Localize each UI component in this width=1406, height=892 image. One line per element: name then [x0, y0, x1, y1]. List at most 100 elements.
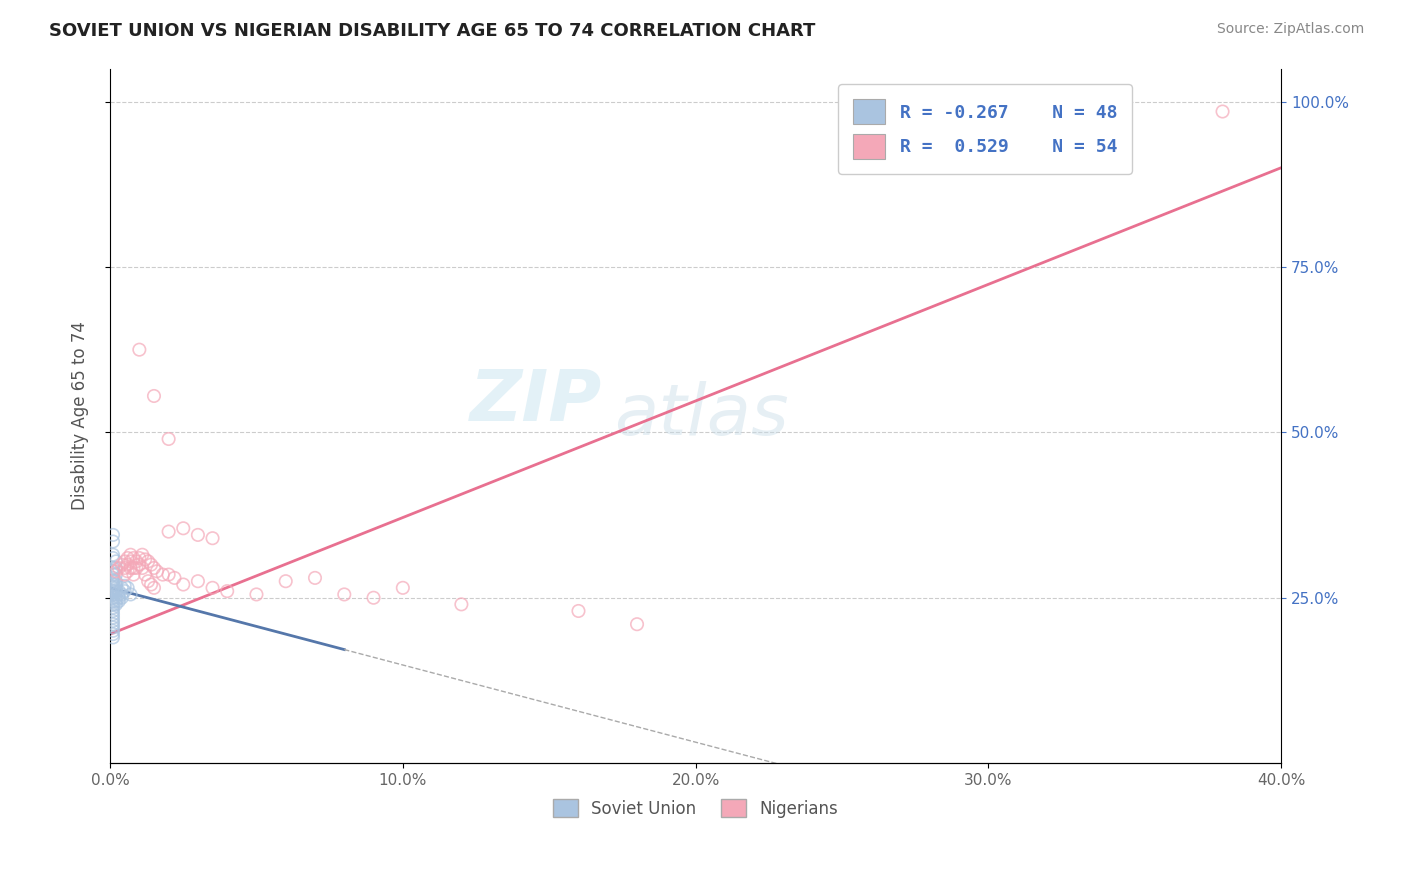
Point: [163, 571, 186, 585]
Point: [101, 548, 124, 562]
Point: [172, 577, 194, 591]
Point: [157, 567, 180, 582]
Point: [172, 521, 194, 535]
Point: [567, 604, 589, 618]
Point: [101, 620, 124, 634]
Point: [101, 581, 124, 595]
Point: [104, 584, 127, 599]
Point: [131, 548, 153, 562]
Point: [108, 591, 131, 605]
Point: [120, 548, 142, 562]
Point: [114, 567, 136, 582]
Point: [245, 587, 267, 601]
Point: [120, 554, 142, 568]
Point: [363, 591, 385, 605]
Point: [111, 591, 134, 605]
Point: [101, 594, 124, 608]
Point: [108, 584, 131, 599]
Point: [117, 551, 139, 566]
Point: [143, 581, 166, 595]
Point: [128, 343, 150, 357]
Y-axis label: Disability Age 65 to 74: Disability Age 65 to 74: [72, 321, 89, 510]
Point: [139, 577, 162, 591]
Point: [101, 561, 124, 575]
Point: [101, 614, 124, 628]
Point: [101, 607, 124, 622]
Point: [101, 627, 124, 641]
Point: [139, 558, 162, 572]
Point: [104, 581, 127, 595]
Point: [450, 598, 472, 612]
Point: [134, 567, 156, 582]
Point: [114, 561, 136, 575]
Point: [117, 558, 139, 572]
Point: [125, 554, 148, 568]
Point: [104, 598, 127, 612]
Text: Source: ZipAtlas.com: Source: ZipAtlas.com: [1216, 22, 1364, 37]
Point: [111, 587, 134, 601]
Point: [146, 564, 169, 578]
Point: [104, 574, 127, 589]
Point: [122, 567, 145, 582]
Point: [304, 571, 326, 585]
Point: [143, 389, 166, 403]
Point: [104, 594, 127, 608]
Point: [101, 598, 124, 612]
Point: [101, 587, 124, 601]
Point: [104, 564, 127, 578]
Text: SOVIET UNION VS NIGERIAN DISABILITY AGE 65 TO 74 CORRELATION CHART: SOVIET UNION VS NIGERIAN DISABILITY AGE …: [49, 22, 815, 40]
Point: [111, 581, 134, 595]
Point: [134, 552, 156, 566]
Point: [626, 617, 648, 632]
Point: [104, 554, 127, 568]
Point: [333, 587, 356, 601]
Point: [117, 581, 139, 595]
Point: [108, 587, 131, 601]
Point: [136, 574, 159, 589]
Point: [111, 558, 134, 572]
Point: [108, 594, 131, 608]
Point: [101, 617, 124, 632]
Point: [104, 561, 127, 575]
Point: [131, 561, 153, 575]
Point: [101, 567, 124, 582]
Point: [217, 584, 239, 599]
Point: [101, 528, 124, 542]
Point: [101, 577, 124, 591]
Point: [101, 624, 124, 638]
Point: [122, 561, 145, 575]
Point: [104, 587, 127, 601]
Point: [187, 528, 209, 542]
Point: [101, 610, 124, 624]
Text: atlas: atlas: [613, 381, 789, 450]
Point: [187, 574, 209, 589]
Point: [157, 432, 180, 446]
Point: [128, 551, 150, 566]
Point: [201, 531, 224, 545]
Point: [101, 584, 124, 599]
Legend: Soviet Union, Nigerians: Soviet Union, Nigerians: [546, 793, 845, 824]
Point: [101, 534, 124, 549]
Point: [114, 584, 136, 599]
Point: [117, 564, 139, 578]
Point: [101, 571, 124, 585]
Point: [101, 604, 124, 618]
Point: [120, 561, 142, 575]
Point: [128, 558, 150, 572]
Point: [274, 574, 297, 589]
Point: [104, 591, 127, 605]
Point: [101, 600, 124, 615]
Point: [101, 631, 124, 645]
Point: [1212, 104, 1234, 119]
Point: [392, 581, 415, 595]
Point: [108, 561, 131, 575]
Point: [122, 551, 145, 566]
Point: [101, 564, 124, 578]
Point: [101, 574, 124, 589]
Point: [114, 554, 136, 568]
Point: [143, 561, 166, 575]
Text: ZIP: ZIP: [470, 368, 602, 436]
Point: [125, 561, 148, 575]
Point: [104, 567, 127, 582]
Point: [136, 554, 159, 568]
